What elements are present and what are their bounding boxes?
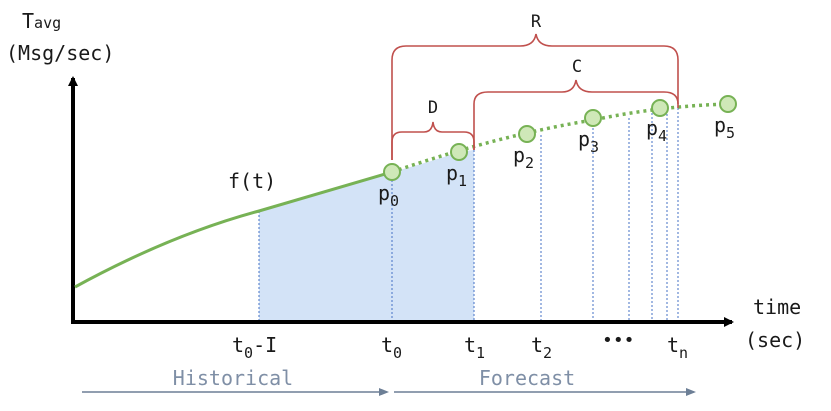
brace-D bbox=[391, 121, 475, 160]
tick-label-t1: t1 bbox=[464, 333, 485, 362]
p2-sub: 2 bbox=[525, 154, 534, 172]
y-axis-label-sub: avg bbox=[34, 14, 61, 32]
tick-t0I-base: t bbox=[232, 333, 244, 357]
tick-t0I-sub: 0 bbox=[244, 344, 253, 362]
y-axis-label: Tavg bbox=[22, 9, 61, 33]
tick-t1-base: t bbox=[464, 333, 476, 357]
brace-label-D: D bbox=[428, 98, 438, 118]
point-label-p2: p2 bbox=[513, 143, 534, 172]
shaded-area bbox=[259, 150, 474, 322]
tick-label-t0: t0 bbox=[381, 333, 402, 362]
p0-sub: 0 bbox=[390, 192, 399, 210]
tick-tn-base: t bbox=[667, 333, 679, 357]
point-p4 bbox=[651, 99, 669, 117]
point-p0 bbox=[383, 163, 401, 181]
point-p2 bbox=[518, 125, 536, 143]
brace-R bbox=[391, 33, 679, 160]
y-axis-label-main: T bbox=[22, 9, 34, 33]
p5-sub: 5 bbox=[726, 124, 735, 142]
point-label-p4: p4 bbox=[646, 116, 667, 145]
point-label-p1: p1 bbox=[446, 161, 467, 190]
brace-label-C: C bbox=[572, 57, 582, 77]
forecast-label: Forecast bbox=[479, 366, 575, 390]
tick-t2-sub: 2 bbox=[543, 344, 552, 362]
guide-lines bbox=[258, 108, 679, 322]
tick-t0I-suffix: -I bbox=[253, 333, 277, 357]
tick-label-t0-minus-I: t0-I bbox=[232, 333, 277, 362]
tick-t2-base: t bbox=[531, 333, 543, 357]
p3-sub: 3 bbox=[590, 138, 599, 156]
tick-t0-base: t bbox=[381, 333, 393, 357]
p3-base: p bbox=[578, 127, 590, 151]
function-label: f(t) bbox=[228, 169, 276, 193]
p5-base: p bbox=[714, 113, 726, 137]
historical-label: Historical bbox=[173, 366, 293, 390]
tick-ellipsis: ••• bbox=[602, 330, 635, 351]
function-curve bbox=[74, 170, 393, 289]
point-label-p3: p3 bbox=[578, 127, 599, 156]
tick-t0-sub: 0 bbox=[393, 344, 402, 362]
brace-label-R: R bbox=[531, 12, 542, 32]
p4-base: p bbox=[646, 116, 658, 140]
y-axis-unit: (Msg/sec) bbox=[6, 41, 114, 65]
brace-C bbox=[473, 79, 679, 150]
tick-tn-sub: n bbox=[679, 344, 688, 362]
tick-t1-sub: 1 bbox=[476, 344, 485, 362]
p2-base: p bbox=[513, 143, 525, 167]
point-p1 bbox=[450, 143, 468, 161]
point-label-p0: p0 bbox=[378, 181, 399, 210]
tick-label-t2: t2 bbox=[531, 333, 552, 362]
point-p5 bbox=[719, 95, 737, 113]
forecast-curve bbox=[391, 102, 729, 174]
p1-sub: 1 bbox=[458, 172, 467, 190]
point-p3 bbox=[584, 109, 602, 127]
point-label-p5: p5 bbox=[714, 113, 735, 142]
tick-label-tn: tn bbox=[667, 333, 688, 362]
x-axis-unit: (sec) bbox=[745, 328, 805, 352]
p1-base: p bbox=[446, 161, 458, 185]
x-axis-label: time bbox=[753, 295, 801, 319]
p0-base: p bbox=[378, 181, 390, 205]
p4-sub: 4 bbox=[658, 127, 667, 145]
